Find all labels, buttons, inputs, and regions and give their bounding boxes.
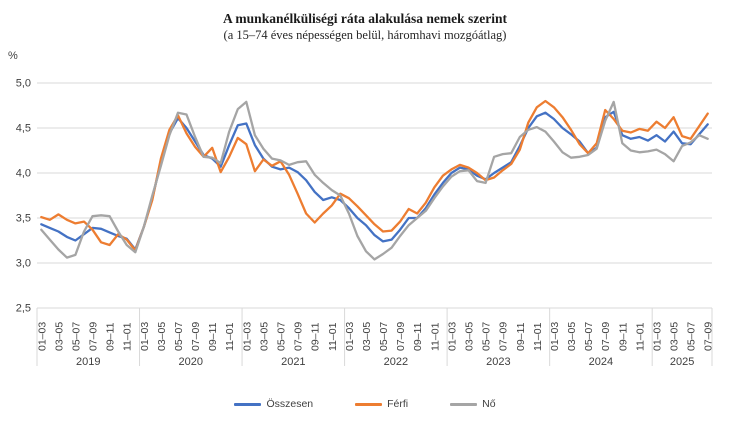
x-tick-label: 03–05 <box>258 322 270 351</box>
x-tick-label: 01–03 <box>549 322 561 351</box>
x-tick-label: 11–01 <box>224 322 236 351</box>
y-tick-label: 5,0 <box>16 78 31 90</box>
x-year-label: 2023 <box>486 356 510 368</box>
x-tick-label: 05–07 <box>583 322 595 351</box>
x-tick-label: 05–07 <box>481 322 493 351</box>
x-year-label: 2022 <box>384 356 408 368</box>
x-tick-label: 07–09 <box>293 322 305 351</box>
x-tick-label: 03–05 <box>361 322 373 351</box>
x-year-label: 2024 <box>589 356 613 368</box>
y-tick-label: 4,5 <box>16 123 31 135</box>
y-axis-unit-label: % <box>8 50 18 62</box>
x-tick-label: 09–11 <box>105 322 117 351</box>
y-tick-label: 3,0 <box>16 258 31 270</box>
legend-item-no: Nő <box>450 398 496 410</box>
legend-line-swatch-osszesen <box>234 402 262 406</box>
x-tick-label: 09–11 <box>617 322 629 351</box>
x-tick-label: 09–11 <box>412 322 424 351</box>
x-tick-label: 05–07 <box>70 322 82 351</box>
x-tick-label: 07–09 <box>190 322 202 351</box>
x-tick-label: 05–07 <box>378 322 390 351</box>
x-year-label: 2025 <box>670 356 694 368</box>
x-year-label: 2020 <box>179 356 203 368</box>
x-tick-label: 01–03 <box>446 322 458 351</box>
x-tick-label: 03–05 <box>156 322 168 351</box>
x-tick-label: 11–01 <box>122 322 134 351</box>
legend-label-no: Nő <box>482 398 496 410</box>
x-tick-label: 09–11 <box>515 322 527 351</box>
y-tick-label: 4,0 <box>16 168 31 180</box>
chart-legend: Összesen Férfi Nő <box>0 395 730 413</box>
x-tick-label: 11–01 <box>634 322 646 351</box>
y-tick-label: 2,5 <box>16 303 31 315</box>
legend-label-ferfi: Férfi <box>387 398 409 410</box>
x-year-label: 2021 <box>281 356 305 368</box>
x-tick-label: 01–03 <box>139 322 151 351</box>
x-tick-label: 07–09 <box>703 322 715 351</box>
x-tick-label: 07–09 <box>88 322 100 351</box>
legend-line-swatch-no <box>450 402 478 406</box>
x-tick-label: 01–03 <box>651 322 663 351</box>
x-tick-label: 11–01 <box>327 322 339 351</box>
chart-title: A munkanélküliségi ráta alakulása nemek … <box>223 11 507 26</box>
x-year-label: 2019 <box>76 356 100 368</box>
series-line-sszesen <box>40 110 709 251</box>
x-tick-label: 05–07 <box>173 322 185 351</box>
legend-label-osszesen: Összesen <box>266 398 314 410</box>
x-tick-label: 03–05 <box>53 322 65 351</box>
x-tick-label: 05–07 <box>686 322 698 351</box>
x-tick-label: 07–09 <box>600 322 612 351</box>
chart-subtitle: (a 15–74 éves népességen belül, háromhav… <box>223 28 507 42</box>
x-tick-label: 01–03 <box>344 322 356 351</box>
x-tick-label: 07–09 <box>498 322 510 351</box>
legend-line-swatch-ferfi <box>355 402 383 406</box>
x-tick-label: 03–05 <box>463 322 475 351</box>
x-tick-label: 11–01 <box>429 322 441 351</box>
series-line-frfi <box>40 99 709 252</box>
x-tick-label: 09–11 <box>207 322 219 351</box>
y-tick-label: 3,5 <box>16 213 31 225</box>
x-tick-label: 03–05 <box>566 322 578 351</box>
x-tick-label: 07–09 <box>395 322 407 351</box>
x-tick-label: 03–05 <box>669 322 681 351</box>
legend-item-ferfi: Férfi <box>355 398 408 410</box>
legend-item-osszesen: Összesen <box>234 398 313 410</box>
x-tick-label: 11–01 <box>532 322 544 351</box>
series-line-n <box>40 100 709 261</box>
x-tick-label: 09–11 <box>310 322 322 351</box>
x-tick-label: 05–07 <box>276 322 288 351</box>
x-tick-label: 01–03 <box>241 322 253 351</box>
x-tick-label: 01–03 <box>36 322 48 351</box>
